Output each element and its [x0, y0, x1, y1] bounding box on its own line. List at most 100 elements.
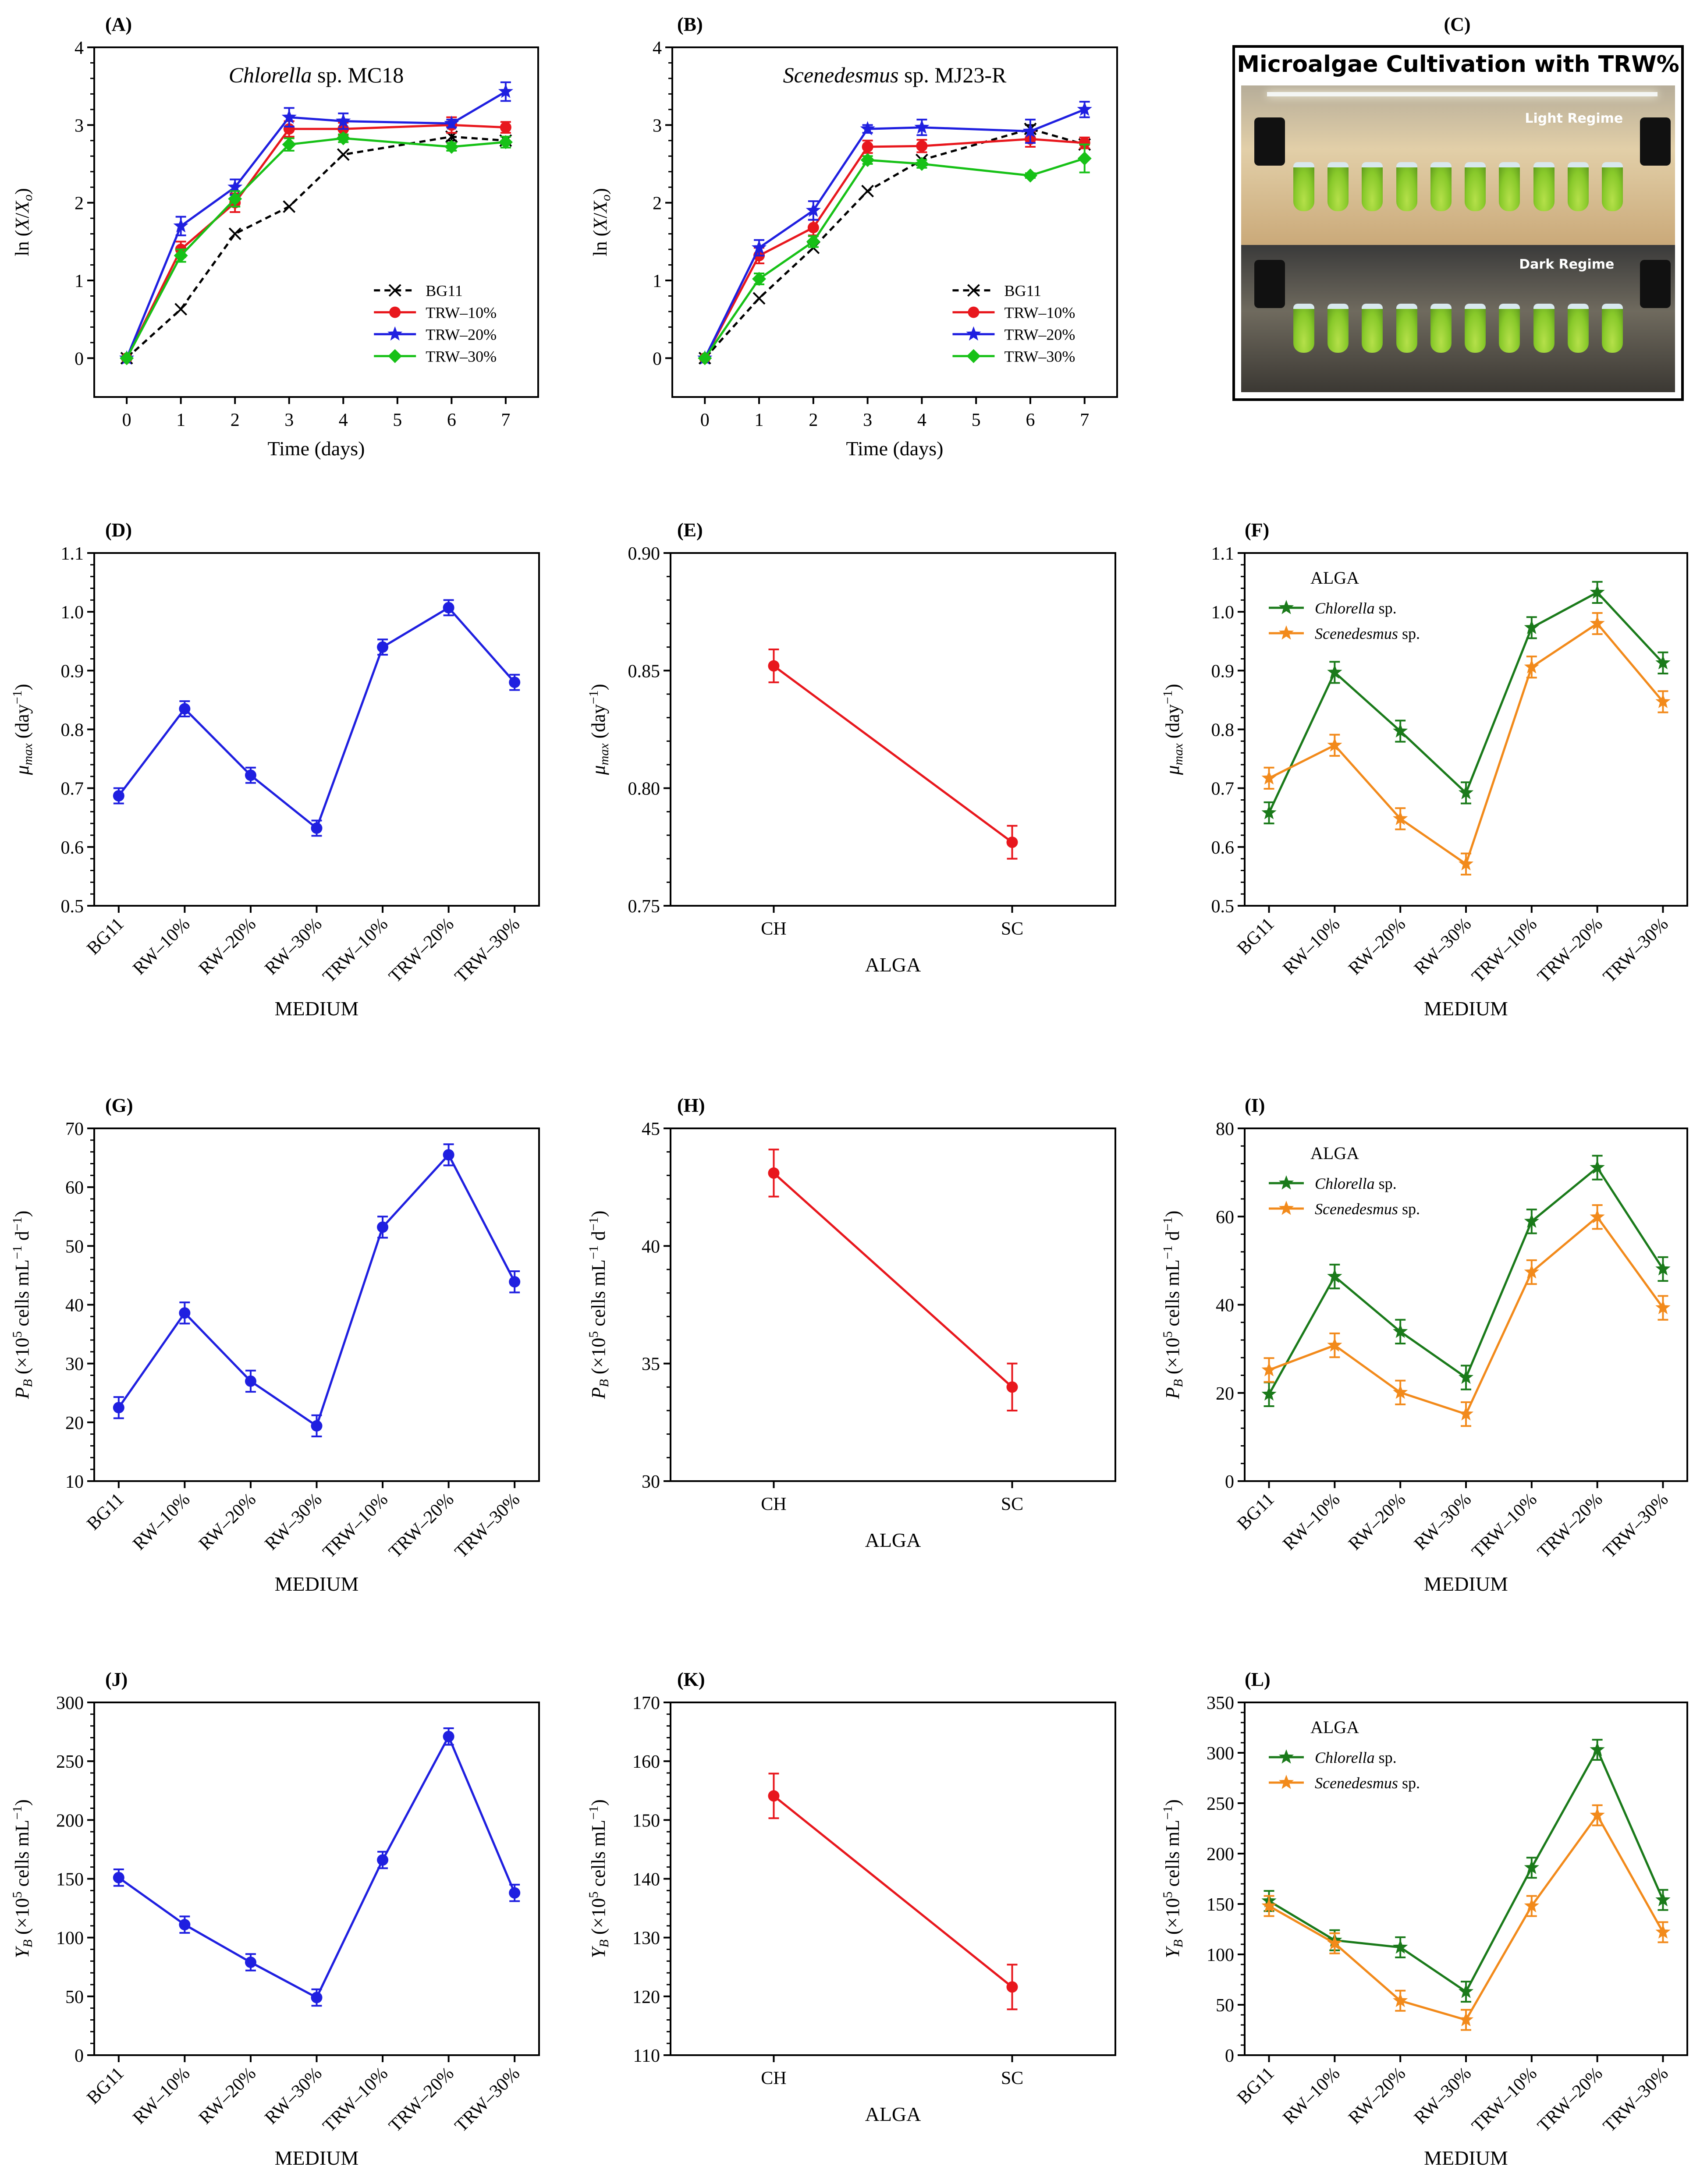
data-point	[509, 1887, 521, 1899]
y-tick-label: 2	[653, 194, 662, 214]
x-tick-label: 4	[339, 410, 348, 430]
data-point	[1006, 1981, 1018, 1993]
y-tick-label: 300	[1207, 1744, 1234, 1764]
legend-label: Scenedesmus sp.	[1315, 625, 1420, 642]
data-point	[1655, 1892, 1671, 1907]
x-tick-label: TRW–10%	[319, 914, 392, 987]
data-point	[283, 200, 296, 213]
data-point	[1458, 2012, 1474, 2027]
data-point	[1327, 1269, 1342, 1283]
panel-label: (I)	[1245, 1095, 1265, 1116]
legend-entry: TRW–10%	[374, 304, 497, 322]
data-point	[311, 822, 323, 834]
series-3	[119, 81, 513, 365]
y-axis-label: PB (×105 cells mL−1 d−1)	[586, 1211, 611, 1400]
series-1	[768, 1149, 1018, 1411]
x-tick-label: 7	[501, 410, 510, 430]
legend-marker	[1278, 1775, 1294, 1789]
x-axis-label: ALGA	[865, 1529, 921, 1551]
x-tick-label: 0	[700, 410, 710, 430]
x-tick-label: RW–30%	[261, 2063, 326, 2128]
dark-regime-label: Dark Regime	[1519, 256, 1615, 272]
series-1	[768, 649, 1018, 860]
panel-label: (K)	[677, 1669, 705, 1690]
y-tick-label: 1.0	[1211, 603, 1235, 623]
data-point	[751, 240, 767, 255]
fan-right-bottom	[1640, 259, 1671, 308]
x-tick-label: 2	[809, 410, 818, 430]
x-tick-label: TRW–20%	[1534, 914, 1607, 987]
data-point	[377, 641, 389, 653]
data-point	[245, 1957, 256, 1968]
data-point	[1458, 1406, 1474, 1421]
x-tick-label: RW–10%	[129, 1489, 194, 1554]
data-point	[498, 135, 513, 149]
flask-row-light	[1293, 162, 1623, 211]
x-tick-label: TRW–20%	[385, 914, 458, 987]
data-point	[336, 113, 351, 128]
data-point	[179, 703, 191, 715]
x-tick-label: RW–10%	[1279, 1489, 1344, 1554]
y-tick-label: 200	[1207, 1844, 1234, 1865]
x-tick-label: 4	[917, 410, 926, 430]
data-point	[1079, 137, 1090, 149]
legend-entry: Scenedesmus sp.	[1269, 1774, 1420, 1792]
data-point	[1655, 1924, 1671, 1939]
y-axis-label: μmax (day−1)	[1161, 684, 1185, 776]
y-tick-label: 3	[653, 116, 662, 136]
data-point	[1393, 1323, 1408, 1338]
data-point	[228, 227, 241, 241]
data-point	[1022, 123, 1038, 138]
x-tick-label: TRW–30%	[451, 1489, 524, 1562]
plot-frame	[670, 1702, 1116, 2056]
data-point	[1077, 101, 1092, 116]
panel-label: (H)	[677, 1095, 705, 1116]
series-line	[1268, 622, 1664, 866]
data-point	[113, 790, 124, 802]
series-1	[113, 1143, 521, 1438]
legend-entry: Scenedesmus sp.	[1269, 625, 1420, 642]
y-tick-label: 70	[65, 1119, 84, 1139]
x-tick-label: SC	[1001, 1494, 1023, 1514]
series-line	[704, 128, 1085, 359]
data-point	[1006, 1381, 1018, 1393]
panel-d: (D) 0.5 0.6 0.7 0.8 0.9 1.0 1.1 BG11 RW–10% RW–20%…	[10, 519, 540, 1020]
x-tick-label: 1	[176, 410, 185, 430]
x-tick-label: BG11	[83, 1489, 128, 1534]
x-tick-label: RW–20%	[1345, 914, 1409, 979]
y-tick-label: 0.75	[628, 897, 660, 917]
light-regime-label: Light Regime	[1525, 111, 1623, 127]
legend-label: Chlorella sp.	[1315, 1175, 1397, 1192]
legend-marker	[1278, 625, 1294, 640]
data-point	[1023, 168, 1037, 183]
y-tick-label: 250	[1207, 1794, 1234, 1814]
data-point	[1655, 1300, 1671, 1315]
data-point	[914, 119, 930, 134]
x-tick-label: TRW–10%	[1468, 1489, 1541, 1562]
data-point	[1261, 1386, 1277, 1401]
x-tick-label: BG11	[1233, 2063, 1278, 2108]
x-axis-label: Time (days)	[268, 437, 365, 460]
data-point	[860, 121, 875, 135]
y-tick-label: 60	[1216, 1207, 1234, 1227]
y-tick-label: 150	[632, 1811, 660, 1831]
data-point	[861, 184, 874, 198]
legend-title: ALGA	[1310, 568, 1359, 588]
y-tick-label: 0.6	[61, 838, 84, 858]
x-tick-label: 0	[122, 410, 131, 430]
data-point	[1393, 1939, 1408, 1954]
data-point	[1261, 805, 1277, 819]
legend-marker	[1278, 1175, 1294, 1190]
legend-label: Chlorella sp.	[1315, 599, 1397, 617]
data-point	[1077, 151, 1092, 166]
legend-label: BG11	[1004, 282, 1041, 300]
x-tick-label: RW–30%	[1410, 914, 1475, 979]
x-axis-label: MEDIUM	[275, 1573, 359, 1595]
y-axis-label: PB (×105 cells mL−1 d−1)	[1161, 1211, 1185, 1400]
fan-left-top	[1254, 117, 1285, 166]
y-tick-label: 0	[1225, 1472, 1234, 1492]
series-1	[1261, 1155, 1671, 1407]
y-tick-label: 0.9	[61, 661, 84, 681]
x-tick-label: TRW–10%	[1468, 914, 1541, 987]
y-tick-label: 170	[632, 1693, 660, 1713]
